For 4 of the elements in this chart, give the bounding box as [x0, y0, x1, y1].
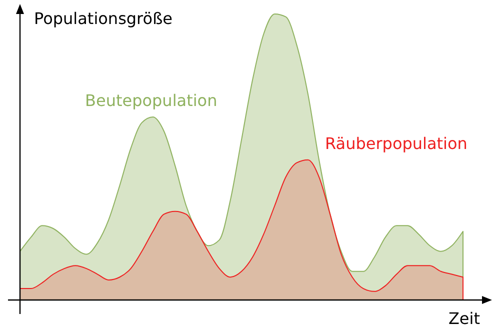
series-label: Räuberpopulation [325, 134, 468, 153]
series-label: Beutepopulation [85, 91, 218, 110]
x-axis-title: Zeit [448, 309, 480, 328]
y-axis-title: Populationsgröße [34, 9, 172, 28]
